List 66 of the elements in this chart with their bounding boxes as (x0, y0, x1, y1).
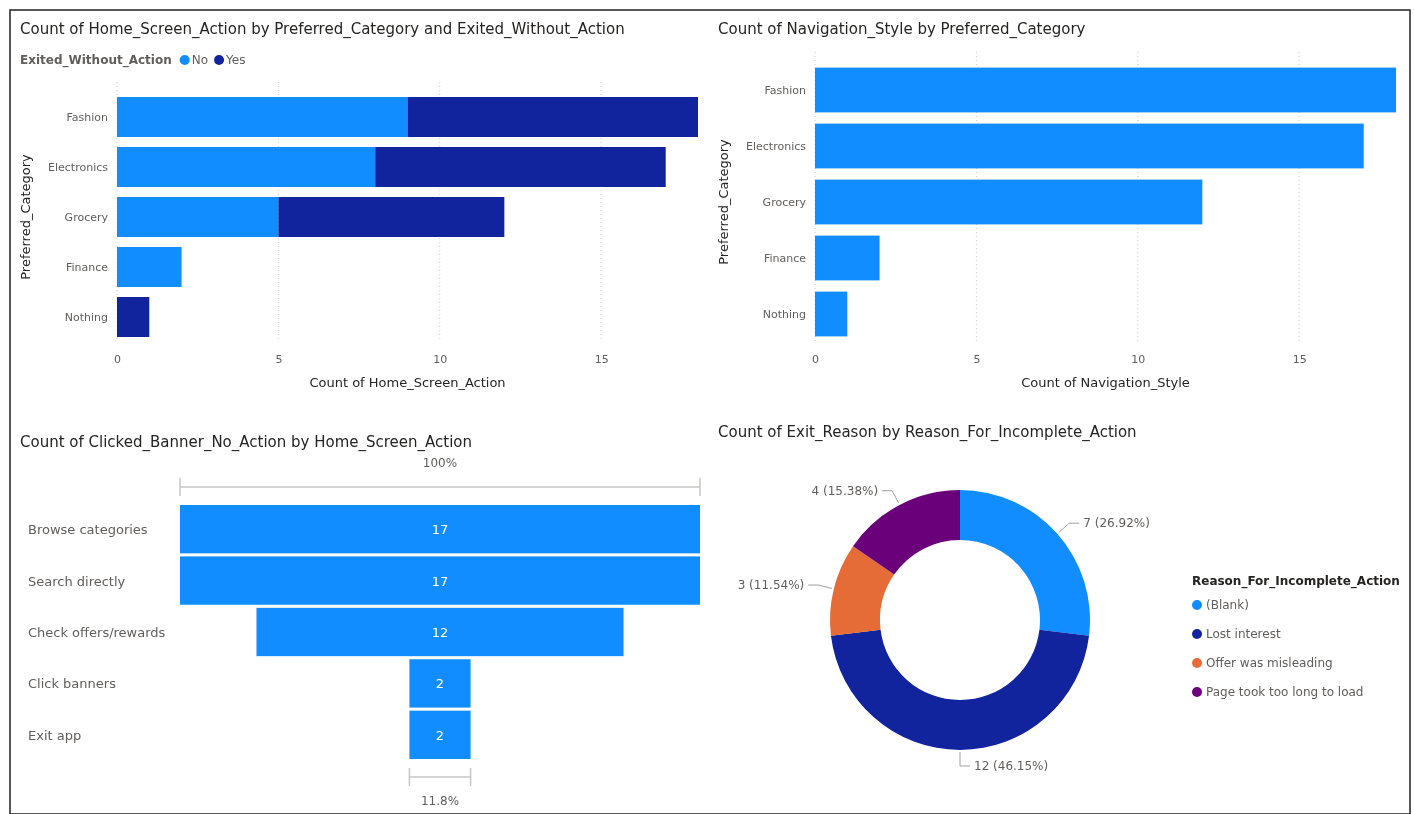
y-axis-title: Preferred_Category (18, 153, 33, 280)
legend-title: Exited_Without_Action (20, 53, 172, 68)
x-axis-title: Count of Navigation_Style (1021, 375, 1190, 390)
y-tick-label: Finance (65, 260, 109, 274)
legend-label: Yes (225, 53, 246, 67)
text: Count of Clicked_Banner_No_Action by Home_Screen_Action (20, 433, 473, 452)
category-label: Check offers/rewards (28, 625, 166, 640)
bar (117, 97, 408, 137)
legend-label: Offer was misleading (1206, 656, 1333, 670)
x-tick-label: 10 (433, 352, 448, 366)
bar (117, 297, 150, 337)
data-label: 17 (431, 522, 449, 538)
chart-title: Count of Home_Screen_Action by Preferred_Category and Exited_Without_Action (20, 20, 625, 39)
x-tick-label: 10 (1131, 352, 1146, 366)
y-axis-title: Preferred_Category (716, 138, 731, 265)
legend-label: No (191, 53, 209, 67)
x-tick-label: 15 (594, 352, 609, 366)
y-tick-label: Fashion (764, 83, 807, 97)
donut-slice (830, 546, 895, 636)
data-label: 12 (46.15%) (974, 759, 1049, 773)
bar (117, 147, 376, 187)
category-label: Click banners (28, 676, 117, 692)
bar (278, 197, 505, 237)
category-label: Browse categories (28, 522, 148, 538)
bar (815, 179, 1203, 225)
donut-slice (960, 490, 1090, 636)
x-tick-label: 15 (1292, 352, 1307, 366)
x-tick-label: 5 (275, 352, 283, 366)
x-tick-label: 0 (114, 352, 121, 366)
chart-title: Count of Navigation_Style by Preferred_Category (718, 20, 1086, 39)
data-label: 17 (431, 573, 449, 589)
y-tick-label: Grocery (64, 210, 109, 224)
bar (815, 235, 880, 281)
bar (815, 123, 1364, 169)
y-tick-label: Nothing (64, 310, 108, 324)
y-tick-label: Nothing (762, 307, 806, 321)
x-tick-label: 5 (973, 352, 981, 366)
y-tick-label: Electronics (48, 160, 109, 174)
category-label: Search directly (28, 573, 126, 589)
y-tick-label: Electronics (746, 139, 807, 153)
y-tick-label: Grocery (762, 195, 807, 209)
data-label: 12 (431, 625, 449, 640)
bar (815, 291, 848, 337)
text: 100% (422, 456, 458, 470)
bar (375, 147, 666, 187)
data-label: 4 (15.38%) (811, 483, 879, 498)
x-tick-label: 0 (812, 352, 819, 366)
data-label: 3 (11.54%) (737, 578, 805, 593)
donut-slice (830, 629, 1090, 750)
legend-title: Reason_For_Incomplete_Action (1192, 574, 1400, 589)
bar (117, 197, 279, 237)
category-label: Exit app (28, 727, 82, 743)
legend-label: Lost interest (1206, 627, 1281, 641)
x-axis-title: Count of Home_Screen_Action (309, 375, 506, 390)
legend-label: (Blank) (1206, 598, 1249, 612)
legend-label: Page took too long to load (1206, 685, 1364, 699)
data-label: 7 (26.92%) (1083, 516, 1150, 531)
bar (407, 97, 698, 137)
text: 11.8% (420, 794, 460, 808)
chart-title: Count of Exit_Reason by Reason_For_Incomplete_Action (718, 423, 1137, 442)
y-tick-label: Fashion (66, 110, 109, 124)
bar (815, 67, 1396, 113)
data-label: 2 (435, 727, 445, 743)
y-tick-label: Finance (763, 251, 807, 265)
data-label: 2 (435, 676, 445, 692)
bar (117, 247, 182, 287)
